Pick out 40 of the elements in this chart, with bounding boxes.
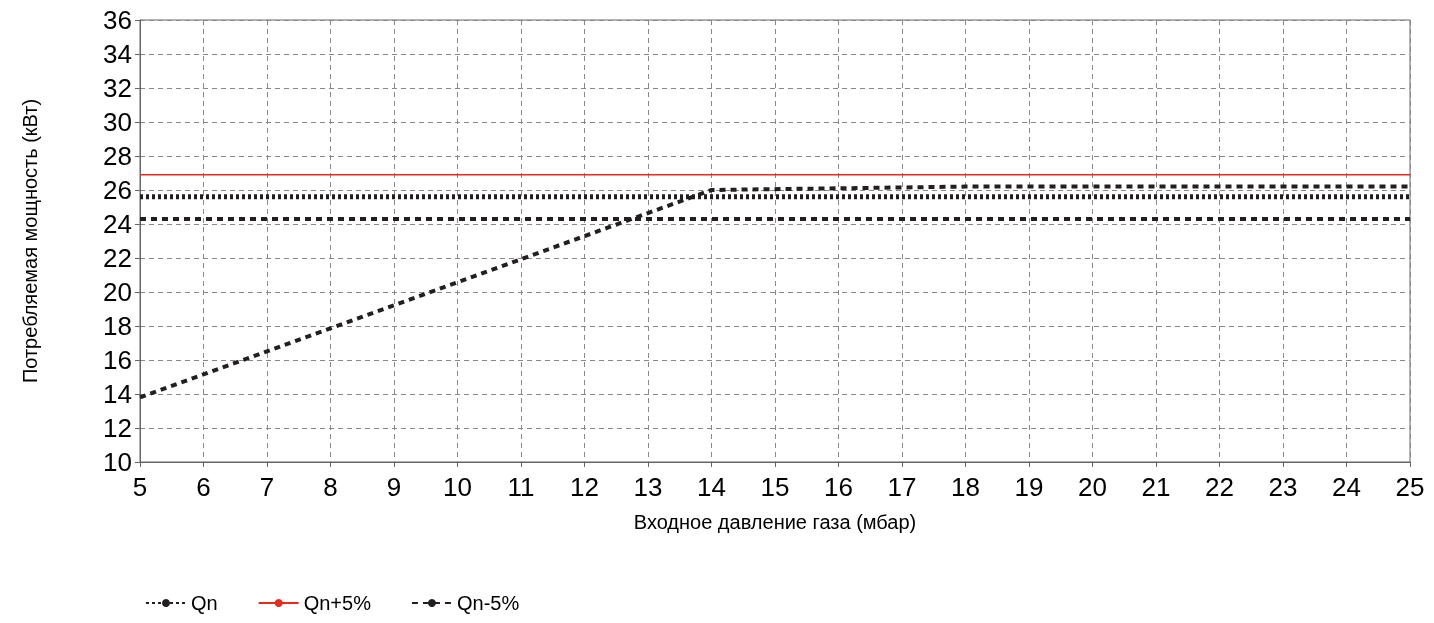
y-tick-label: 18 <box>103 311 132 341</box>
x-tick-label: 24 <box>1332 472 1361 502</box>
x-tick-label: 20 <box>1078 472 1107 502</box>
x-tick-label: 8 <box>323 472 338 502</box>
y-tick-label: 36 <box>103 5 132 35</box>
y-tick-label: 12 <box>103 413 132 443</box>
x-tick-label: 25 <box>1395 472 1425 502</box>
x-tick-label: 5 <box>132 472 148 502</box>
x-tick-label: 10 <box>443 472 472 502</box>
x-tick-label: 17 <box>887 472 917 502</box>
x-tick-label: 23 <box>1268 472 1298 502</box>
y-tick-label: 20 <box>103 277 132 307</box>
y-tick-label: 30 <box>103 107 132 137</box>
x-tick-label: 22 <box>1205 472 1234 502</box>
x-tick-label: 21 <box>1141 472 1171 502</box>
y-axis-title: Потребляемая мощность (кВт) <box>19 98 41 384</box>
y-tick-label: 10 <box>103 447 132 477</box>
y-tick-label: 34 <box>103 39 132 69</box>
y-tick-label: 28 <box>103 141 132 171</box>
x-tick-label: 18 <box>951 472 980 502</box>
legend-label: Qn+5% <box>303 592 372 614</box>
x-tick-label: 15 <box>760 472 790 502</box>
x-tick-label: 19 <box>1014 472 1044 502</box>
y-tick-label: 14 <box>103 379 132 409</box>
y-tick-label: 24 <box>103 209 132 239</box>
x-tick-label: 7 <box>259 472 275 502</box>
x-tick-label: 12 <box>570 472 599 502</box>
legend-label: Qn-5% <box>456 592 520 614</box>
x-tick-label: 9 <box>386 472 402 502</box>
y-tick-label: 22 <box>103 243 132 273</box>
x-tick-label: 13 <box>633 472 663 502</box>
x-axis-title: Входное давление газа (мбар) <box>633 511 917 533</box>
y-tick-label: 16 <box>103 345 132 375</box>
x-tick-label: 11 <box>507 472 535 502</box>
x-tick-label: 16 <box>824 472 853 502</box>
x-tick-label: 6 <box>196 472 211 502</box>
y-tick-label: 32 <box>103 73 132 103</box>
legend-label: Qn <box>191 592 218 614</box>
y-tick-label: 26 <box>103 175 132 205</box>
x-tick-label: 14 <box>697 472 726 502</box>
